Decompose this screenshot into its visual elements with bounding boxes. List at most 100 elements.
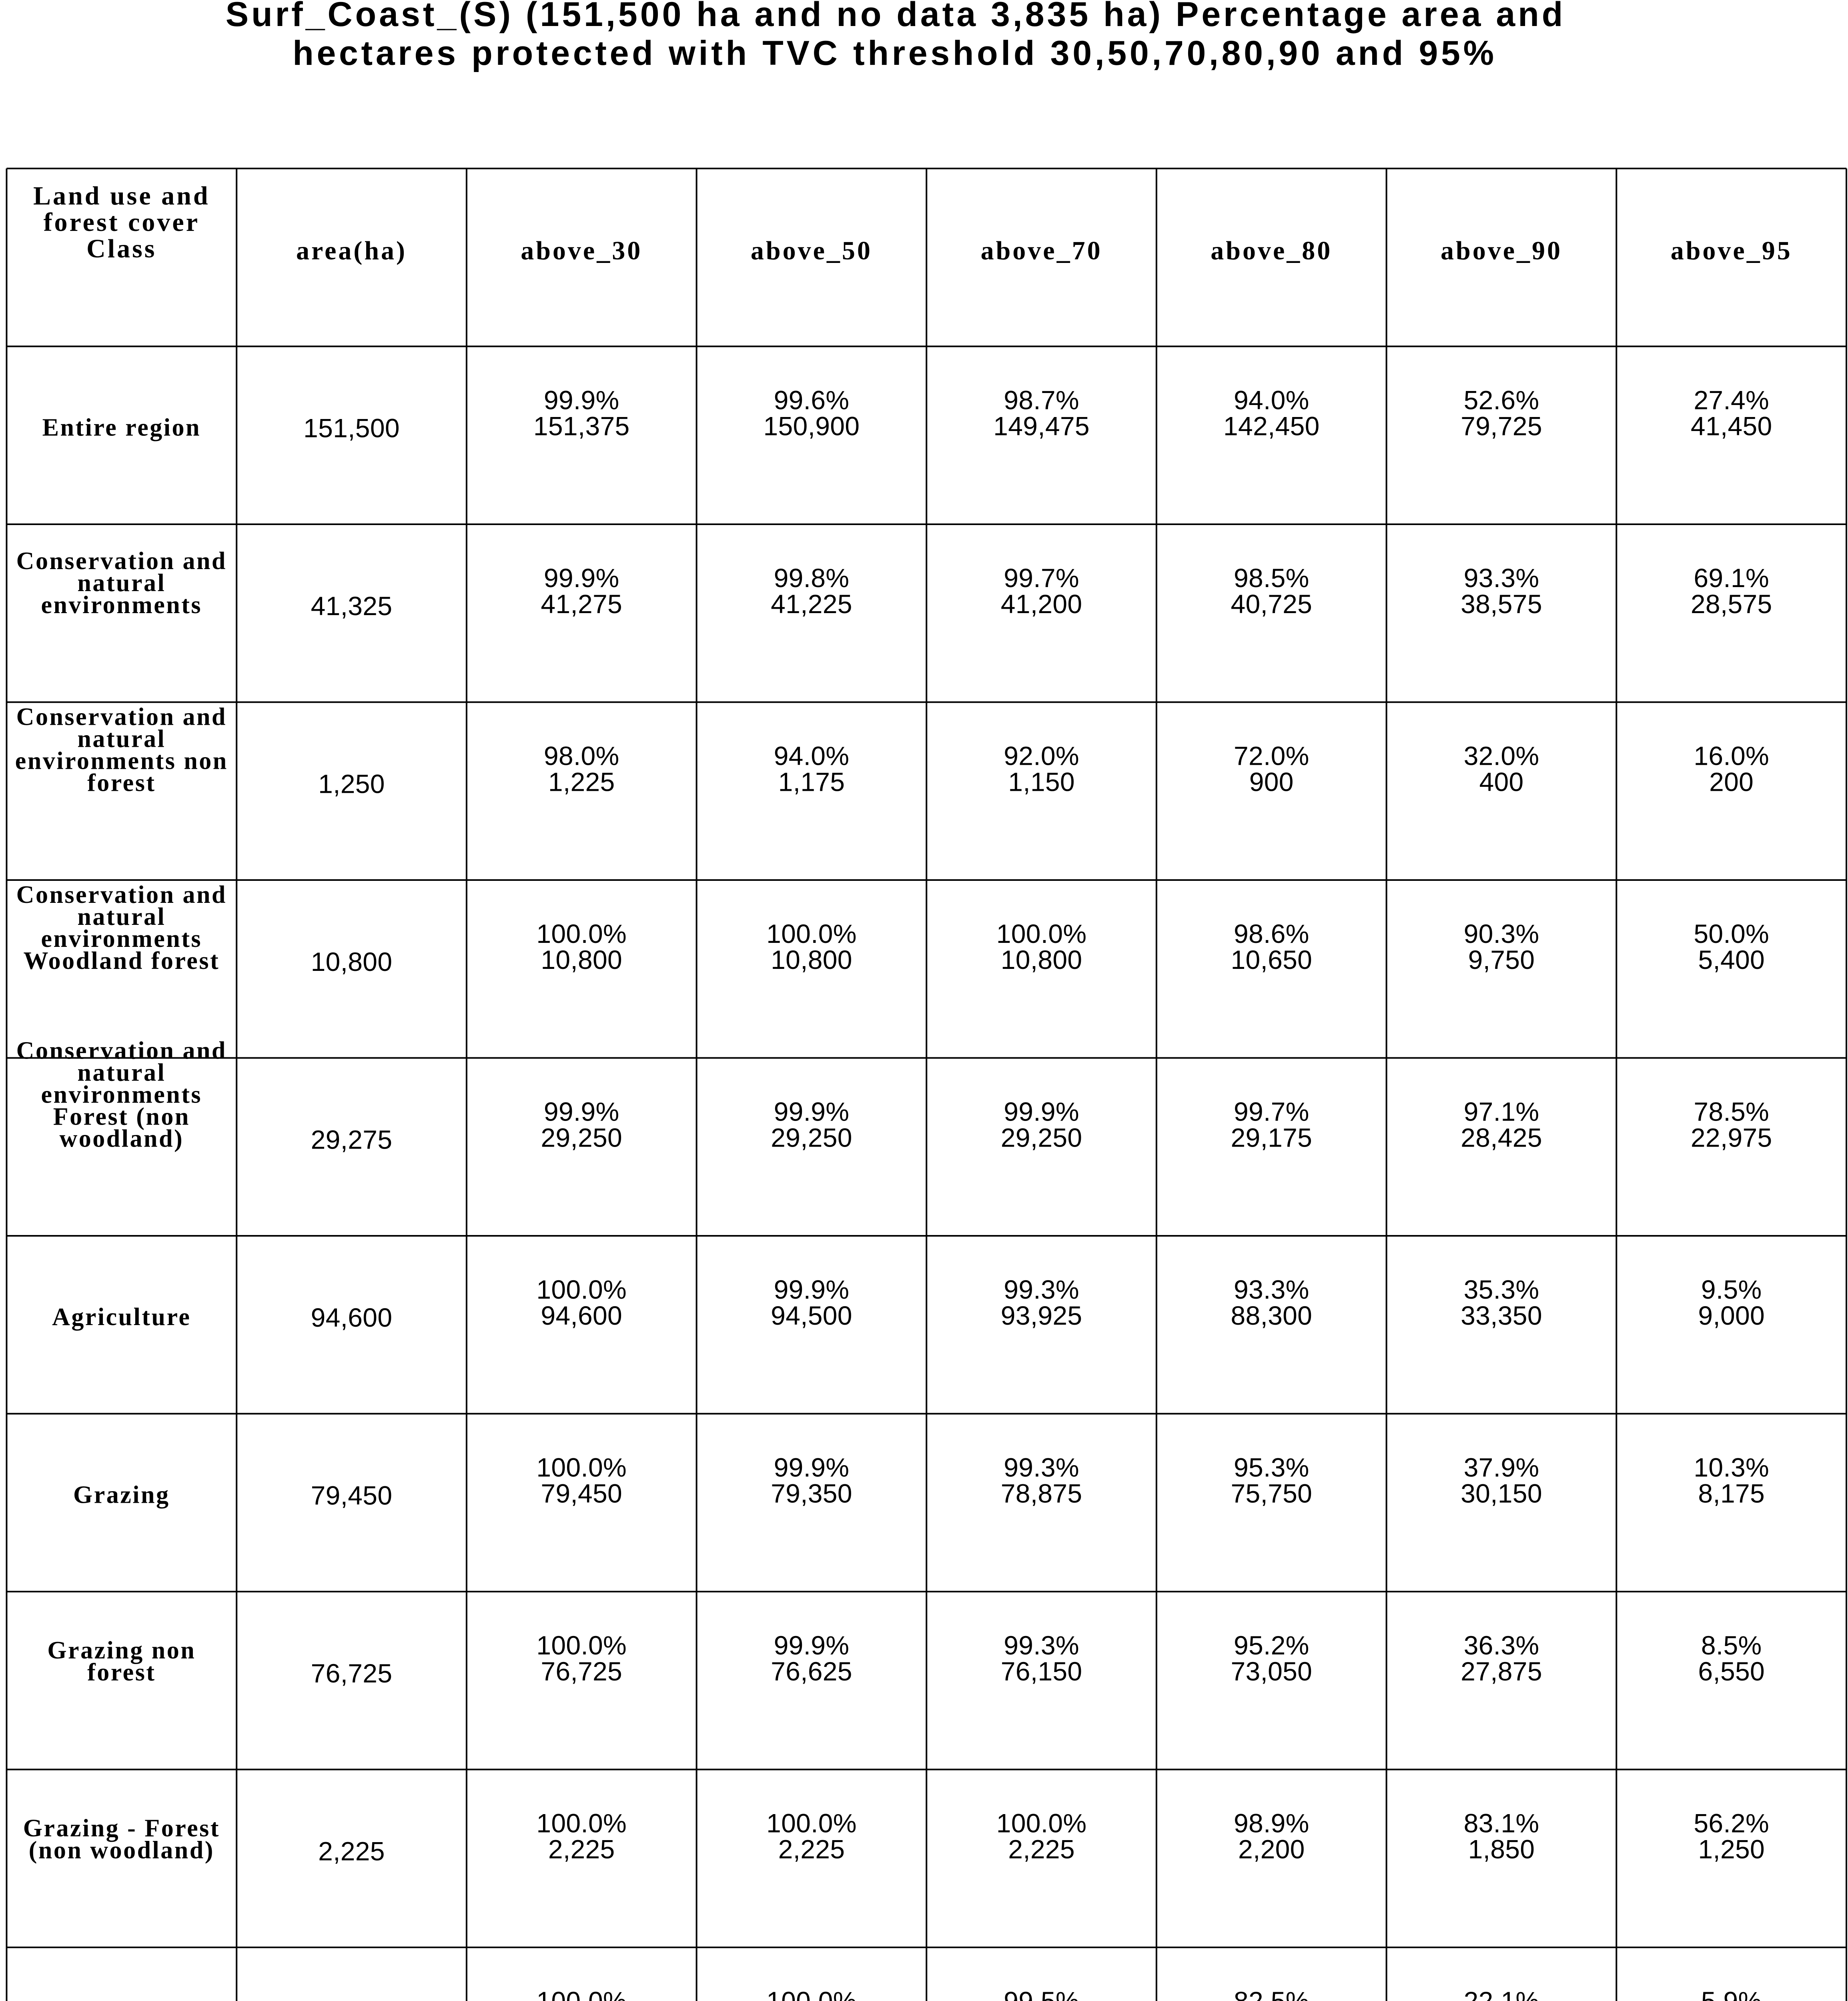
svg-text:29,250: 29,250 [771, 1123, 852, 1153]
svg-text:41,275: 41,275 [541, 589, 622, 619]
svg-text:79,725: 79,725 [1461, 411, 1542, 441]
svg-text:Entire region: Entire region [42, 414, 201, 441]
svg-text:200: 200 [1709, 767, 1754, 797]
svg-text:98.5%: 98.5% [1234, 563, 1309, 593]
svg-text:73,050: 73,050 [1231, 1656, 1312, 1686]
svg-text:10,800: 10,800 [541, 945, 622, 974]
svg-text:76,725: 76,725 [541, 1656, 622, 1686]
svg-text:95.3%: 95.3% [1234, 1453, 1309, 1482]
svg-text:above_70: above_70 [981, 236, 1102, 265]
svg-text:5,400: 5,400 [1698, 945, 1765, 974]
svg-text:area(ha): area(ha) [296, 236, 407, 265]
svg-text:72.0%: 72.0% [1234, 741, 1309, 771]
svg-text:142,450: 142,450 [1223, 411, 1320, 441]
svg-text:93.3%: 93.3% [1234, 1275, 1309, 1304]
svg-text:environments: environments [41, 925, 202, 952]
svg-text:100.0%: 100.0% [766, 1986, 857, 2001]
svg-text:99.7%: 99.7% [1004, 563, 1079, 593]
svg-text:78.5%: 78.5% [1694, 1097, 1769, 1127]
svg-text:Surf_Coast_(S) (151,500 ha and: Surf_Coast_(S) (151,500 ha and no data 3… [226, 0, 1566, 34]
svg-text:30,150: 30,150 [1461, 1479, 1542, 1508]
svg-text:100.0%: 100.0% [536, 1809, 627, 1838]
svg-text:99.9%: 99.9% [544, 563, 619, 593]
svg-text:10,800: 10,800 [771, 945, 852, 974]
svg-text:forest cover: forest cover [44, 208, 200, 237]
svg-text:27.4%: 27.4% [1694, 385, 1769, 415]
svg-text:2,225: 2,225 [548, 1835, 615, 1864]
svg-text:36.3%: 36.3% [1464, 1630, 1539, 1660]
svg-text:76,725: 76,725 [311, 1658, 393, 1688]
svg-text:75,750: 75,750 [1231, 1479, 1312, 1508]
svg-text:6,550: 6,550 [1698, 1656, 1765, 1686]
svg-text:99.5%: 99.5% [1004, 1986, 1079, 2001]
svg-text:22,975: 22,975 [1691, 1123, 1772, 1153]
svg-text:2,225: 2,225 [1008, 1835, 1075, 1864]
svg-text:69.1%: 69.1% [1694, 563, 1769, 593]
svg-text:95.2%: 95.2% [1234, 1630, 1309, 1660]
svg-text:100.0%: 100.0% [766, 919, 857, 948]
svg-text:10,800: 10,800 [1001, 945, 1082, 974]
svg-text:99.9%: 99.9% [774, 1275, 850, 1304]
svg-text:100.0%: 100.0% [996, 919, 1087, 948]
svg-text:1,250: 1,250 [318, 769, 385, 799]
svg-text:900: 900 [1249, 767, 1294, 797]
svg-text:above_30: above_30 [521, 236, 642, 265]
svg-text:41,325: 41,325 [311, 591, 393, 621]
svg-text:50.0%: 50.0% [1694, 919, 1769, 948]
svg-text:10,800: 10,800 [311, 947, 393, 976]
svg-text:98.0%: 98.0% [544, 741, 619, 771]
svg-text:100.0%: 100.0% [536, 1453, 627, 1482]
svg-text:41,450: 41,450 [1691, 411, 1772, 441]
svg-text:99.9%: 99.9% [774, 1453, 850, 1482]
svg-text:28,425: 28,425 [1461, 1123, 1542, 1153]
svg-text:99.8%: 99.8% [774, 563, 850, 593]
svg-text:100.0%: 100.0% [766, 1809, 857, 1838]
svg-text:natural: natural [77, 726, 166, 753]
svg-text:9,750: 9,750 [1468, 945, 1535, 974]
svg-text:environments non: environments non [15, 748, 228, 775]
svg-text:400: 400 [1479, 767, 1523, 797]
svg-text:hectares protected with TVC th: hectares protected with TVC threshold 30… [293, 34, 1497, 72]
svg-text:29,250: 29,250 [541, 1123, 622, 1153]
svg-text:56.2%: 56.2% [1694, 1809, 1769, 1838]
svg-text:above_50: above_50 [751, 236, 872, 265]
svg-text:Grazing: Grazing [73, 1482, 170, 1509]
svg-text:150,900: 150,900 [764, 411, 860, 441]
svg-text:88,300: 88,300 [1231, 1301, 1312, 1330]
svg-text:99.9%: 99.9% [774, 1630, 850, 1660]
svg-text:99.9%: 99.9% [1004, 1097, 1079, 1127]
svg-text:2,200: 2,200 [1238, 1835, 1305, 1864]
svg-text:94,500: 94,500 [771, 1301, 852, 1330]
svg-text:151,500: 151,500 [303, 413, 400, 443]
svg-text:9,000: 9,000 [1698, 1301, 1765, 1330]
svg-text:1,850: 1,850 [1468, 1835, 1535, 1864]
svg-text:100.0%: 100.0% [996, 1809, 1087, 1838]
svg-text:35.3%: 35.3% [1464, 1275, 1539, 1304]
svg-text:2,225: 2,225 [318, 1837, 385, 1866]
svg-text:38,575: 38,575 [1461, 589, 1542, 619]
svg-text:above_95: above_95 [1671, 236, 1792, 265]
svg-text:5.9%: 5.9% [1701, 1986, 1762, 2001]
svg-text:1,175: 1,175 [778, 767, 845, 797]
svg-text:above_80: above_80 [1211, 236, 1332, 265]
svg-text:10,650: 10,650 [1231, 945, 1312, 974]
svg-text:97.1%: 97.1% [1464, 1097, 1539, 1127]
svg-text:28,575: 28,575 [1691, 589, 1772, 619]
svg-text:woodland): woodland) [60, 1125, 184, 1153]
svg-text:93,925: 93,925 [1001, 1301, 1082, 1330]
svg-text:99.9%: 99.9% [544, 1097, 619, 1127]
svg-text:98.9%: 98.9% [1234, 1809, 1309, 1838]
svg-text:environments: environments [41, 1081, 202, 1109]
svg-text:94,600: 94,600 [541, 1301, 622, 1330]
svg-text:environments: environments [41, 591, 202, 619]
svg-text:1,250: 1,250 [1698, 1835, 1765, 1864]
svg-text:99.6%: 99.6% [774, 385, 850, 415]
svg-text:2,225: 2,225 [778, 1835, 845, 1864]
svg-text:Forest (non: Forest (non [53, 1103, 190, 1131]
svg-text:76,150: 76,150 [1001, 1656, 1082, 1686]
svg-text:37.9%: 37.9% [1464, 1453, 1539, 1482]
svg-text:100.0%: 100.0% [536, 1275, 627, 1304]
svg-text:99.3%: 99.3% [1004, 1275, 1079, 1304]
svg-text:Grazing non: Grazing non [47, 1637, 196, 1664]
svg-text:(non woodland): (non woodland) [29, 1837, 214, 1864]
